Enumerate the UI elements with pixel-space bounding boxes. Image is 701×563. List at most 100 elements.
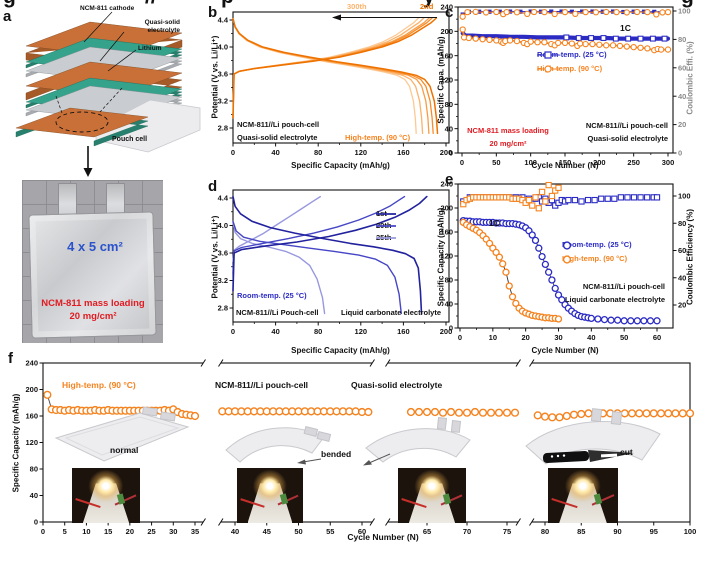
svg-text:80: 80 xyxy=(30,465,38,474)
svg-text:60: 60 xyxy=(653,333,661,342)
svg-text:240: 240 xyxy=(25,359,38,368)
svg-text:200: 200 xyxy=(440,148,453,157)
panel-label-f: f xyxy=(8,350,13,367)
svg-text:4.4: 4.4 xyxy=(218,16,229,25)
legend-high-temp: High-temp. (90 °C) xyxy=(537,64,603,74)
svg-text:70: 70 xyxy=(463,527,471,536)
title-fragment: g xyxy=(3,0,16,9)
bulb-test-photo-cut xyxy=(548,468,618,523)
svg-text:60: 60 xyxy=(678,63,686,72)
legend-high-temp-label: High-temp. (90 °C) xyxy=(537,64,603,73)
svg-text:100: 100 xyxy=(678,7,691,16)
svg-text:4.0: 4.0 xyxy=(218,221,228,230)
svg-text:80: 80 xyxy=(678,35,686,44)
y-axis-label: Specific Capacity (mAh/g) xyxy=(436,207,446,307)
y-axis-label: Specific Capa. (mAh/g) xyxy=(436,36,446,124)
panel-label-d: d xyxy=(208,178,218,195)
svg-text:10: 10 xyxy=(82,527,90,536)
c-rate-label: 1C xyxy=(489,218,500,228)
legend-high-temp: High-temp. (90 °C) xyxy=(562,254,628,264)
title-fragment: y xyxy=(423,0,435,9)
svg-text:50: 50 xyxy=(492,158,500,167)
svg-text:100: 100 xyxy=(684,527,697,536)
svg-text:150: 150 xyxy=(559,158,572,167)
svg-text:3.6: 3.6 xyxy=(218,70,228,79)
temperature-label: High-temp. (90 °C) xyxy=(62,380,136,390)
chart-b-voltage-profiles-quasisolid: 0 40 80 120 160 200 2.8 3.2 3.6 4.0 4.4 xyxy=(218,11,453,157)
mass-loading-label: NCM-811 mass loading xyxy=(41,298,145,309)
svg-text:20: 20 xyxy=(126,527,134,536)
svg-text:80: 80 xyxy=(678,219,686,228)
cell-type-label: NCM-811//Li pouch-cell xyxy=(585,121,668,130)
svg-text:90: 90 xyxy=(613,527,621,536)
down-arrow-icon xyxy=(83,146,93,177)
svg-text:100: 100 xyxy=(678,192,691,201)
y-axis-label: Potential (V vs. Li/Li⁺) xyxy=(210,215,220,299)
svg-text:0: 0 xyxy=(449,149,453,158)
electrolyte-label-2: electrolyte xyxy=(147,27,180,34)
svg-text:120: 120 xyxy=(355,148,368,157)
svg-text:160: 160 xyxy=(25,412,38,421)
pouch-bended-illustration-2 xyxy=(365,417,471,463)
svg-text:2.8: 2.8 xyxy=(218,124,228,133)
mass-loading-note-1: NCM-811 mass loading xyxy=(467,126,549,135)
title-fragment: // xyxy=(145,0,157,9)
svg-text:60: 60 xyxy=(358,527,366,536)
svg-text:240: 240 xyxy=(440,180,453,189)
svg-text:40: 40 xyxy=(271,327,279,336)
legend-room-temp: Room-temp. (25 °C) xyxy=(562,240,632,250)
svg-text:55: 55 xyxy=(326,527,334,536)
pouch-cell-schematic xyxy=(15,11,201,177)
svg-text:4.0: 4.0 xyxy=(218,43,228,52)
legend-25th: 25th xyxy=(376,233,396,243)
svg-text:40: 40 xyxy=(30,491,38,500)
svg-text:240: 240 xyxy=(440,3,453,12)
y2-axis-label: Coulombic Efficiency (%) xyxy=(685,208,695,306)
pouch-normal-illustration xyxy=(54,406,190,462)
cropped-title-strip: g // p y g xyxy=(0,0,701,9)
legend-line-icon xyxy=(376,237,396,239)
svg-text:50: 50 xyxy=(294,527,302,536)
panel-label-e: e xyxy=(445,171,454,188)
panel-label-c: c xyxy=(445,4,454,21)
legend-line-icon xyxy=(376,213,396,215)
x-axis-label: Specific Capacity (mAh/g) xyxy=(291,161,390,170)
svg-text:0: 0 xyxy=(231,148,235,157)
state-cut-label: cut xyxy=(620,447,633,457)
svg-text:80: 80 xyxy=(314,148,322,157)
svg-text:3.6: 3.6 xyxy=(218,249,228,258)
svg-text:200: 200 xyxy=(440,204,453,213)
cell-type-label: NCM-811//Li Pouch-cell xyxy=(236,308,319,317)
svg-text:250: 250 xyxy=(627,158,640,167)
state-normal-label: normal xyxy=(110,445,139,455)
legend-room-temp-label: Room-temp. (25 °C) xyxy=(537,50,607,59)
svg-text:0: 0 xyxy=(449,324,453,333)
y2-axis-label: Coulombic Effi. (%) xyxy=(685,41,695,115)
legend-line-icon xyxy=(376,225,396,227)
svg-text:45: 45 xyxy=(263,527,271,536)
mass-loading-note-2: 20 mg/cm² xyxy=(489,139,527,148)
mass-loading-value: 20 mg/cm² xyxy=(69,311,117,322)
dashed-circle xyxy=(55,111,109,133)
svg-text:120: 120 xyxy=(440,76,453,85)
svg-text:200: 200 xyxy=(593,158,606,167)
svg-text:40: 40 xyxy=(445,300,453,309)
legend-20th: 20th xyxy=(376,221,396,231)
cycle-300th-label: 300th xyxy=(347,2,367,11)
legend-high-temp-label: High-temp. (90 °C) xyxy=(562,254,628,263)
x-axis-label: Specific Capacity (mAh/g) xyxy=(291,346,390,355)
svg-text:80: 80 xyxy=(541,527,549,536)
svg-text:80: 80 xyxy=(445,276,453,285)
svg-text:120: 120 xyxy=(440,252,453,261)
svg-text:50: 50 xyxy=(620,333,628,342)
svg-text:10: 10 xyxy=(489,333,497,342)
electrolyte-type-label: Quasi-solid electrolyte xyxy=(237,133,318,142)
state-bended-label: bended xyxy=(321,449,352,459)
svg-text:20: 20 xyxy=(678,120,686,129)
temperature-label: Room-temp. (25 °C) xyxy=(237,291,307,300)
svg-text:5: 5 xyxy=(63,527,67,536)
svg-text:40: 40 xyxy=(678,273,686,282)
electrolyte-label-1: Quasi-solid xyxy=(144,19,180,26)
